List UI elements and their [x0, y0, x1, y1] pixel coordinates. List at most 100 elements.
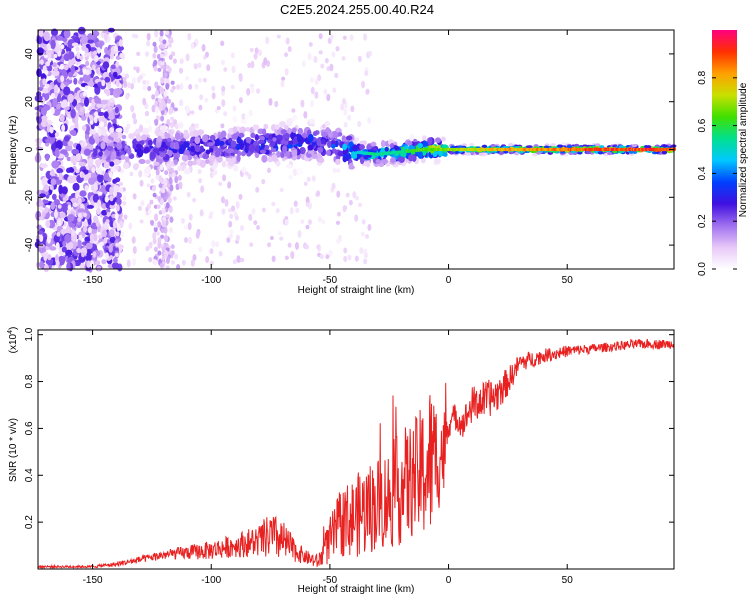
spectrogram-cell: [174, 123, 179, 130]
spectrogram-cell: [220, 40, 225, 47]
spectrogram-cell: [248, 144, 256, 152]
spectrogram-cell: [160, 179, 165, 185]
spectrogram-cell: [124, 156, 130, 162]
spectrogram-cell: [357, 120, 362, 128]
spectrogram-cell: [618, 145, 625, 149]
spectrogram-cell: [55, 242, 60, 250]
spectrogram-cell: [200, 185, 205, 193]
spectrogram-cell: [166, 162, 171, 169]
spectrogram-cell: [111, 261, 119, 270]
spectrogram-cell: [155, 168, 160, 176]
spectrogram-cell: [482, 152, 488, 156]
spectrogram-cell: [490, 144, 496, 148]
spectrogram-cell: [146, 40, 151, 47]
spectrogram-cell: [253, 220, 258, 225]
spectrogram-cell: [343, 247, 348, 254]
spectrogram-cell: [98, 151, 104, 157]
spectrogram-cell: [169, 106, 174, 114]
spectrogram-cell: [291, 108, 296, 113]
spectrogram-cell: [284, 255, 289, 260]
spectrogram-cell: [168, 173, 173, 178]
spectrogram-cell: [307, 219, 312, 225]
spectrogram-cell: [311, 154, 318, 159]
spectrogram-cell: [343, 108, 348, 116]
spectrogram-cell: [167, 98, 172, 104]
spectrogram-cell: [188, 126, 196, 132]
spectrogram-cell: [103, 172, 109, 181]
spectrogram-cell: [231, 65, 236, 74]
spectrogram-cell: [192, 254, 197, 261]
spectrogram-cell: [317, 74, 322, 82]
spectrogram-cell: [158, 36, 163, 42]
spectrogram-cell: [335, 45, 340, 52]
spectrogram-cell: [228, 220, 233, 228]
spectrogram-cell: [232, 115, 238, 123]
spectrogram-cell: [44, 70, 49, 75]
spectrogram-cell: [115, 231, 120, 237]
spectrogram-cell: [103, 161, 110, 169]
spectrogram-cell: [145, 246, 150, 252]
spectrogram-cell: [114, 138, 121, 143]
spectrogram-cell: [263, 57, 268, 66]
spectrogram-cell: [345, 135, 353, 141]
spectrogram-cell: [178, 181, 183, 190]
spectrogram-cell: [407, 154, 414, 162]
spectrogram-cell: [60, 228, 69, 235]
spectrogram-cell: [271, 255, 276, 263]
spectrogram-cell: [279, 187, 284, 193]
spectrogram-cell: [39, 234, 44, 243]
spectrogram-cell: [153, 147, 160, 153]
spectrogram-cell: [138, 170, 143, 178]
spectrogram-cell: [233, 164, 239, 172]
spectrogram-cell: [57, 49, 62, 57]
y-tick-label: 20: [24, 96, 35, 108]
spectrogram-cell: [52, 98, 58, 108]
spectrogram-cell: [269, 139, 276, 147]
y-tick-label: 0.6: [24, 421, 35, 435]
snr-multiplier-exp: 4: [7, 330, 14, 334]
spectrogram-cell: [49, 246, 57, 251]
spectrogram-cell: [142, 97, 147, 106]
spectrogram-cell: [152, 192, 157, 198]
x-tick-label: 50: [562, 575, 574, 586]
x-tick-label: -100: [201, 575, 221, 586]
spectrogram-cell: [177, 121, 184, 129]
spectrogram-cell: [365, 234, 370, 239]
spectrogram-cell: [170, 88, 175, 93]
x-tick-label: -150: [83, 575, 103, 586]
spectrogram-cell: [417, 143, 424, 149]
spectrogram-cell: [241, 166, 247, 173]
spectrogram-cell: [220, 130, 227, 138]
spectrogram-cell: [585, 150, 591, 155]
spectrogram-cell: [114, 212, 119, 221]
spectrogram-cell: [305, 202, 310, 207]
spectrogram-cell: [131, 236, 136, 244]
spectrogram-cell: [235, 201, 240, 209]
spectrogram-cell: [112, 132, 119, 139]
spectrogram-cell: [171, 51, 176, 57]
spectrogram-cell: [297, 127, 303, 135]
spectrogram-cell: [152, 41, 157, 47]
spectrogram-cell: [240, 119, 248, 124]
spectrogram-cell: [331, 51, 336, 58]
spectrogram-cell: [256, 225, 261, 230]
spectrogram-cell: [98, 191, 103, 196]
spectrogram-cell: [97, 81, 103, 88]
spectrogram-cell: [173, 159, 178, 165]
spectrogram-cell: [232, 105, 237, 112]
spectrogram-cell: [112, 71, 118, 78]
spectrogram-cell: [280, 79, 285, 88]
spectrogram-cell: [324, 57, 329, 64]
spectrogram-cell: [167, 196, 172, 204]
spectrogram-cell: [110, 64, 117, 70]
spectrogram-cell: [44, 206, 49, 214]
spectrogram-cell: [45, 49, 53, 55]
y-tick-label: -40: [24, 237, 35, 252]
spectrogram-cell: [41, 119, 46, 127]
spectrogram-cell: [124, 144, 129, 150]
spectrogram-cell: [80, 172, 85, 178]
spectrogram-cell: [55, 139, 63, 150]
spectrogram-cell: [342, 143, 348, 151]
spectrogram-cell: [58, 184, 64, 195]
